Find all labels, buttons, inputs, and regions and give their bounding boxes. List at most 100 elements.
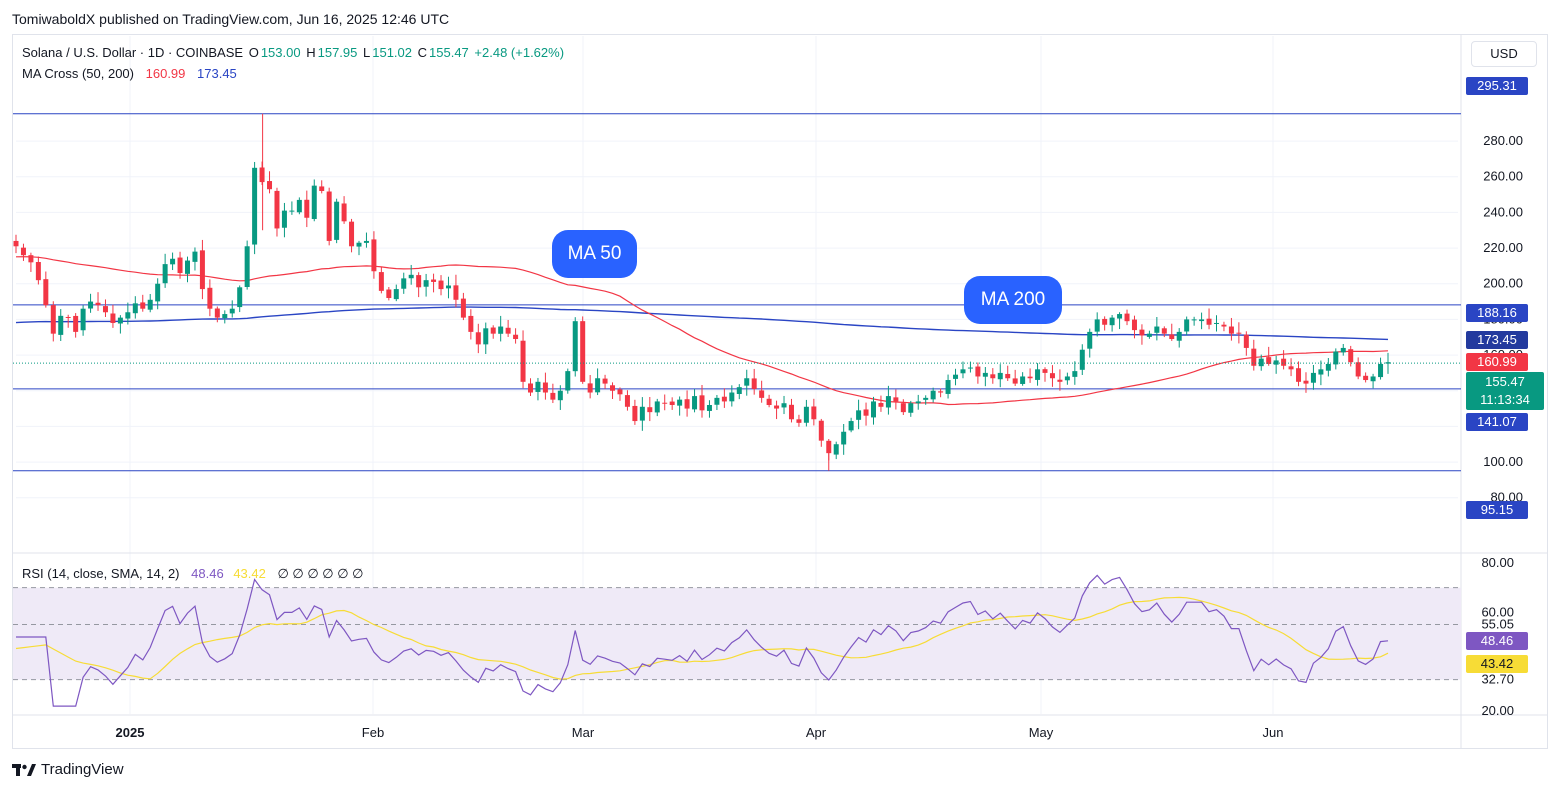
candle-body [438, 280, 444, 290]
candle-body [960, 369, 966, 374]
price-tick-label: 100.00 [1483, 454, 1523, 469]
candle-body [102, 306, 108, 313]
candle [639, 397, 645, 431]
candle [863, 402, 869, 426]
low-value: 151.02 [372, 45, 412, 60]
candle [930, 387, 936, 403]
time-tick-label: Feb [362, 725, 384, 740]
candle-body [35, 262, 41, 281]
countdown-value: 11:13:34 [1480, 392, 1530, 407]
candle [729, 385, 735, 407]
candle [759, 380, 765, 403]
candle [1348, 345, 1354, 367]
candle-body [923, 397, 929, 400]
candle-body [460, 298, 466, 318]
candle [281, 202, 287, 238]
candle-body [1094, 319, 1100, 332]
candle [1049, 365, 1055, 387]
candle-body [349, 221, 355, 247]
candle [975, 362, 981, 384]
candle-body [595, 378, 601, 393]
candle-body [408, 274, 414, 279]
candle [267, 171, 273, 194]
candle-body [274, 190, 280, 229]
candle [1191, 316, 1197, 326]
candle-body [132, 303, 138, 314]
candle [222, 310, 228, 324]
candle-body [237, 287, 243, 308]
candle-body [624, 395, 630, 407]
candle-body [550, 392, 556, 400]
candle [1340, 343, 1346, 356]
candle-body [319, 186, 325, 191]
brand-label: TradingView [41, 761, 124, 778]
candle [356, 240, 362, 256]
candle-body [140, 302, 146, 309]
candle-body [542, 382, 548, 393]
candle [1005, 365, 1011, 381]
candle-body [684, 399, 690, 409]
candle [617, 387, 623, 401]
candle [595, 368, 601, 396]
candle [28, 252, 34, 272]
candle-body [1109, 317, 1115, 326]
candle [692, 389, 698, 413]
candle [498, 315, 504, 342]
ohlc-legend: Solana / U.S. Dollar · 1D · COINBASE O 15… [22, 45, 566, 60]
candle-body [1303, 380, 1309, 384]
candle [1117, 312, 1123, 330]
candle [699, 384, 705, 418]
candle [610, 382, 616, 400]
candle [542, 372, 548, 400]
candle-body [192, 251, 198, 262]
symbol-label[interactable]: Solana / U.S. Dollar · 1D · COINBASE [22, 45, 244, 60]
price-tick-label: 80.00 [1490, 490, 1523, 505]
candle-body [110, 313, 116, 323]
candle-body [863, 409, 869, 416]
candle-body [1131, 319, 1137, 331]
candle-body [490, 327, 496, 334]
candle-body [1072, 371, 1078, 377]
candle-body [1340, 347, 1346, 353]
close-value: 155.47 [429, 45, 469, 60]
candle-body [177, 257, 183, 274]
ma-cross-label[interactable]: MA Cross (50, 200) [22, 66, 134, 81]
chart-frame [12, 34, 1548, 749]
candle-body [1184, 319, 1190, 332]
candle [960, 361, 966, 379]
rsi-sma-value: 43.42 [233, 566, 266, 581]
candle-body [453, 285, 459, 300]
candle-body [1243, 334, 1249, 348]
candle-body [774, 405, 780, 409]
candle [1094, 312, 1100, 337]
candle-body [498, 326, 504, 334]
candle-body [1281, 358, 1287, 366]
candle-body [311, 185, 317, 220]
candle [237, 285, 243, 313]
candle-body [378, 272, 384, 291]
rsi-tick-label: 60.00 [1481, 604, 1514, 619]
candle [408, 264, 414, 285]
candle [915, 394, 921, 410]
candle [102, 299, 108, 317]
tradingview-logo-icon [12, 763, 36, 776]
candle [155, 278, 161, 310]
candle-body [1012, 378, 1018, 384]
candle [431, 273, 437, 293]
candle [669, 397, 675, 410]
ma50-callout: MA 50 [552, 230, 637, 278]
rsi-label[interactable]: RSI (14, close, SMA, 14, 2) [22, 566, 180, 581]
candle-body [1363, 375, 1369, 381]
price-tag-295: 295.31 [1466, 77, 1528, 95]
tradingview-logo[interactable]: TradingView [12, 761, 124, 778]
candle-body [1117, 314, 1123, 319]
candle [1109, 315, 1115, 332]
candle [706, 400, 712, 418]
candle-body [155, 283, 161, 302]
high-label: H [306, 45, 316, 60]
candle-body [1370, 376, 1376, 382]
currency-button[interactable]: USD [1471, 41, 1537, 67]
candle [140, 294, 146, 312]
